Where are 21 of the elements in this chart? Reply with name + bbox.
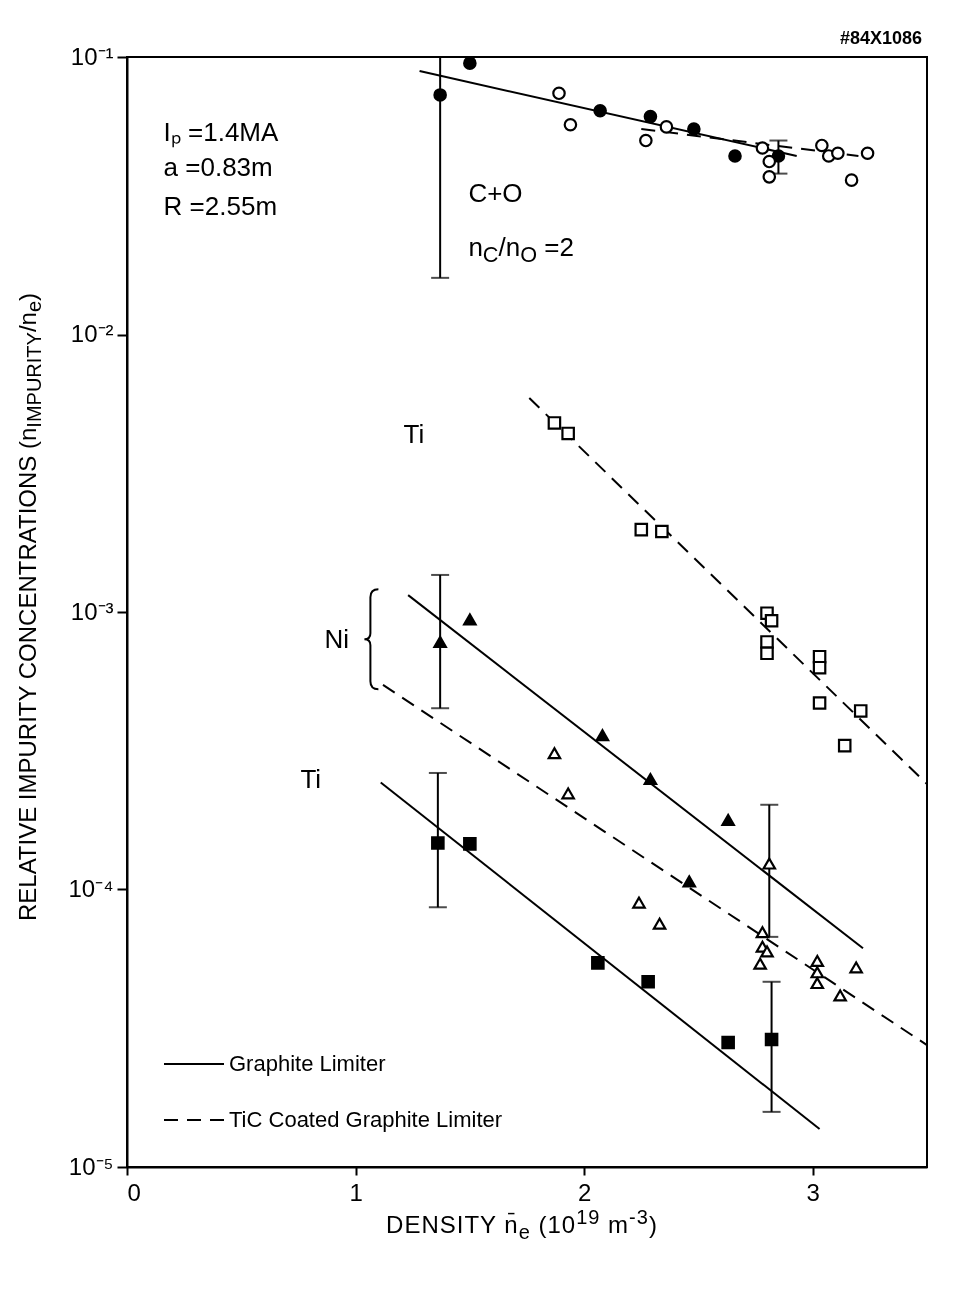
y-tick-label: 10⁻²: [70, 320, 114, 347]
x-tick-label: 3: [806, 1178, 820, 1206]
x-tick-label: 0: [127, 1178, 141, 1206]
annotation: C+O: [468, 177, 523, 208]
annotation: Ti: [300, 763, 322, 794]
y-tick-label: 10⁻⁴: [68, 875, 114, 902]
annotation: Ni: [324, 623, 349, 654]
legend-label: TiC Coated Graphite Limiter: [229, 1107, 503, 1132]
x-tick-label: 1: [349, 1178, 363, 1206]
legend-label: Graphite Limiter: [229, 1051, 386, 1076]
x-axis-title: DENSITY n̄$_{e}$ (10$^{19}$ m$^{-3}$): [386, 1206, 658, 1243]
x-tick-label: 2: [577, 1178, 592, 1206]
y-tick-label: 10⁻⁵: [68, 1152, 114, 1180]
y-tick-label: 10⁻¹: [70, 42, 114, 70]
annotation: a =0.83m: [163, 152, 273, 183]
annotation: Iₚ =1.4MA: [163, 116, 279, 147]
text: #84X1086: [839, 28, 922, 50]
annotation: n$_{C}$/n$_{O}$ =2: [468, 231, 574, 267]
annotation: R =2.55m: [163, 190, 278, 221]
annotation: Ti: [403, 418, 425, 449]
y-tick-label: 10⁻³: [70, 597, 114, 625]
